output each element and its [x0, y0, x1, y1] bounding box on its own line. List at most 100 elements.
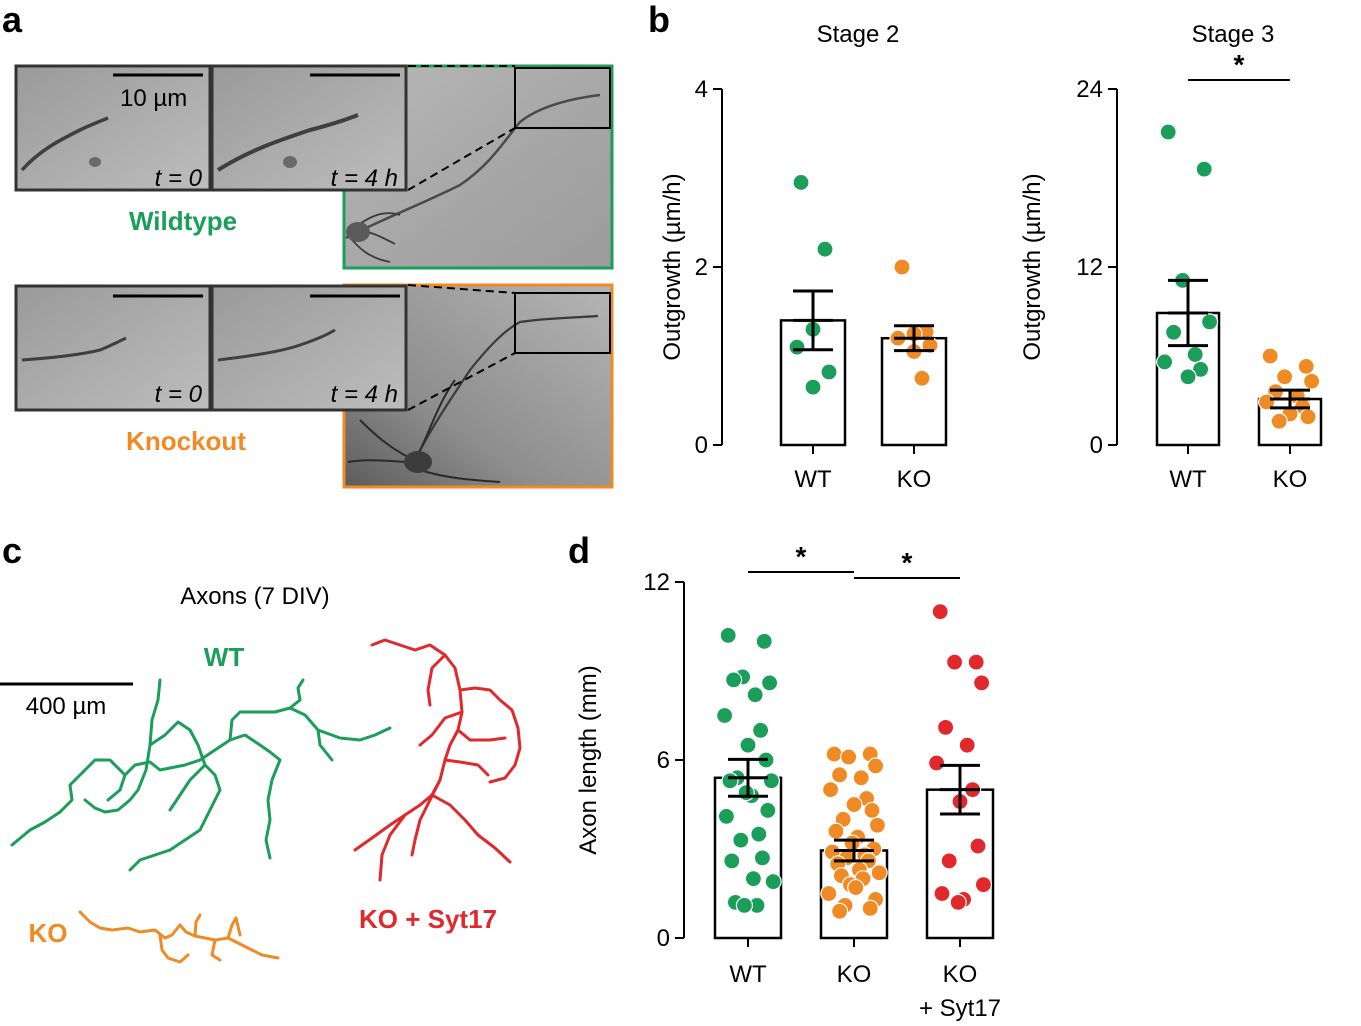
panel-letter-c: c	[2, 530, 22, 571]
chart1-data-point	[893, 258, 911, 276]
ko-time-label-t4h: t = 4 h	[331, 381, 398, 408]
chart3-significance-star: *	[902, 547, 913, 578]
chart3-data-point	[719, 626, 737, 645]
chart3-data-point	[927, 754, 946, 772]
chart3-data-point	[845, 795, 863, 814]
chart1-data-point	[792, 173, 810, 192]
wt-t4h-debris	[283, 156, 297, 168]
chart2-data-point	[1186, 345, 1204, 364]
ko-image-t4h	[210, 284, 408, 412]
wt-overview-neuron	[345, 93, 601, 240]
chart1-data-point	[788, 338, 806, 356]
chart3-ytick-label: 0	[657, 925, 670, 952]
chart2-data-point	[1261, 347, 1279, 365]
chart3-data-point	[821, 781, 840, 799]
panel-c-axon-tracings: Axons (7 DIV) 400 µm WT KO KO + Syt17	[0, 583, 522, 964]
chart3-data-point	[868, 816, 887, 834]
panel-letter-a: a	[2, 0, 23, 40]
chart2-ytick-label: 0	[1090, 432, 1103, 459]
chart1-title: Stage 2	[817, 21, 900, 48]
chart3-data-point	[715, 706, 734, 725]
chart3-data-point	[827, 822, 845, 840]
chart1-ytick-label: 2	[695, 254, 708, 281]
ko-time-label-t0: t = 0	[155, 381, 203, 408]
chart3-data-point	[843, 834, 861, 852]
wt-t0-debris	[89, 157, 101, 167]
chart2-data-point	[1299, 408, 1317, 426]
wt-time-label-t4h: t = 4 h	[331, 165, 398, 192]
chart3-data-point	[866, 757, 885, 775]
chart3-ytick-label: 12	[643, 569, 670, 596]
wt-overview-soma	[346, 222, 370, 242]
ko-t0-axon	[21, 336, 127, 362]
chart2-data-point	[1200, 313, 1219, 331]
axons-title: Axons (7 DIV)	[180, 583, 329, 610]
chart3-data-point	[972, 674, 991, 692]
chart3-data-point	[936, 718, 955, 736]
ko-overview-dendrites	[347, 379, 501, 483]
chart1-category-label: KO	[897, 466, 932, 493]
wt-zoom-box	[514, 67, 611, 129]
chart3-data-point	[861, 899, 879, 917]
chart3-data-point	[737, 784, 755, 802]
chart2-ytick-label: 12	[1076, 254, 1103, 281]
chart3-data-point	[751, 721, 770, 739]
chart3-data-point	[744, 870, 763, 888]
chart3-data-point	[940, 852, 958, 870]
chart3-data-point	[724, 671, 743, 689]
chart2-category-label: WT	[1169, 466, 1207, 493]
chart2-category-label: KO	[1273, 466, 1308, 493]
chart1-data-point	[913, 369, 931, 387]
chart1-category-label: WT	[794, 466, 832, 493]
panel-a-wildtype-images: 10 µm t = 0 t = 4 h Wildtype	[14, 64, 614, 270]
chart3-data-point	[839, 748, 858, 766]
chart3-category-label: KO	[943, 961, 978, 988]
chart2-ytick-label: 24	[1076, 76, 1103, 103]
ko-zoom-box	[514, 292, 611, 354]
chart3-data-point	[969, 837, 987, 855]
panel-a-knockout-images: t = 0 t = 4 h Knockout	[14, 283, 614, 489]
chart3-data-point	[750, 825, 768, 843]
chart1-data-point	[816, 240, 834, 258]
ko-image-t0	[14, 284, 212, 412]
chart2-significance-star: *	[1234, 49, 1245, 80]
chart3-significance-star: *	[796, 541, 807, 572]
wt-image-t0	[14, 64, 212, 192]
ko-zoom-line-top	[407, 284, 516, 294]
chart3-data-point	[958, 736, 976, 754]
chart3-category-label: + Syt17	[919, 995, 1001, 1022]
chart3-data-point	[735, 896, 754, 914]
ko-overview-neuron	[414, 314, 599, 461]
chart3-data-point	[825, 745, 843, 763]
chart3-data-point	[717, 807, 736, 825]
chart1-ytick-label: 4	[695, 76, 708, 103]
chart3-data-point	[723, 852, 741, 870]
chart1-ytick-label: 0	[695, 432, 708, 459]
chart3-data-point	[863, 801, 881, 820]
wt-image-t4h	[210, 64, 408, 192]
chart2-data-point	[1195, 160, 1213, 178]
wt-t0-axon	[20, 116, 109, 172]
chart2-data-point	[1164, 323, 1183, 341]
axon-rescue-label: KO + Syt17	[359, 904, 497, 934]
chart3-data-point	[820, 884, 838, 903]
ko-axon-trace	[78, 910, 280, 964]
chart2-title: Stage 3	[1192, 21, 1275, 48]
ko-t4h-axon	[217, 328, 336, 362]
ko-overview-soma	[404, 451, 432, 473]
chart2-data-point	[1297, 357, 1315, 375]
wt-t4h-axon	[216, 113, 359, 172]
chart3-data-point	[732, 831, 750, 849]
axon-scale-label: 400 µm	[26, 693, 107, 720]
panel-letter-b: b	[648, 0, 670, 40]
chart2-data-point	[1179, 368, 1197, 386]
chart3-data-point	[974, 875, 993, 894]
chart3-data-point	[830, 902, 849, 920]
axon-ko-label: KO	[29, 918, 68, 948]
chart2-data-point	[1159, 123, 1177, 141]
chart3-data-point	[753, 849, 772, 867]
chart3-data-point	[931, 603, 949, 621]
panel-letter-d: d	[568, 530, 590, 571]
chart3-data-point	[852, 769, 870, 787]
